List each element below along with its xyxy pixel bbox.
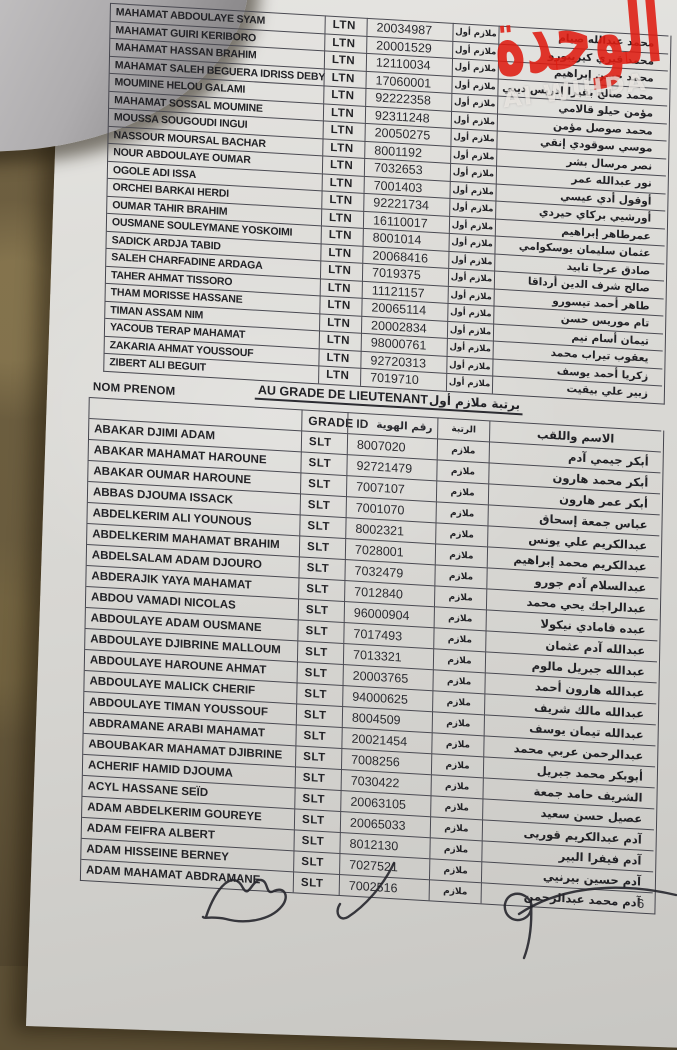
grade-cell: SLT [298, 577, 344, 601]
id-header-latin: ID [356, 416, 368, 431]
rank-arabic-cell: ملازم [433, 627, 485, 651]
rank-arabic-cell: ملازم [436, 501, 488, 525]
grade-cell: SLT [293, 871, 339, 895]
rank-arabic-cell: ملازم [429, 858, 481, 882]
section-title-arabic: برتبة ملازم أول [429, 392, 520, 411]
grade-cell: SLT [295, 745, 341, 769]
rank-arabic-cell: ملازم [433, 648, 485, 672]
page-number: 6 [637, 896, 644, 911]
grade-cell: SLT [300, 493, 346, 517]
lieutenant-table: MAHAMAT ABDOULAYE SYAM LTN 20034987 ملاز… [103, 3, 671, 404]
id-cell: 7002516 [339, 874, 429, 900]
rank-arabic-cell: ملازم [431, 753, 483, 777]
grade-cell: SLT [293, 829, 339, 853]
rank-header-cell: الرتبة [437, 417, 489, 441]
rank-arabic-cell: ملازم [435, 543, 487, 567]
grade-cell: SLT [301, 430, 347, 454]
grade-cell: SLT [299, 514, 345, 538]
rank-arabic-cell: ملازم [434, 585, 486, 609]
nom-prenom-header: NOM PRENOM [93, 381, 176, 398]
grade-cell: SLT [300, 472, 346, 496]
grade-cell: SLT [293, 850, 339, 874]
rank-arabic-cell: ملازم [430, 816, 482, 840]
grade-cell: SLT [295, 766, 341, 790]
grade-cell: SLT [297, 619, 343, 643]
rank-arabic-cell: ملازم [436, 459, 488, 483]
promotion-list-document: MAHAMAT ABDOULAYE SYAM LTN 20034987 ملاز… [80, 2, 674, 914]
rank-arabic-cell: ملازم [431, 732, 483, 756]
sous-lieutenant-table: GRADE ID رقم الهوية الرتبة الاسم واللقب … [80, 396, 664, 914]
rank-arabic-cell: ملازم [437, 438, 489, 462]
rank-arabic-cell: ملازم [435, 522, 487, 546]
grade-cell: SLT [298, 598, 344, 622]
grade-cell: SLT [296, 703, 342, 727]
rank-arabic-cell: ملازم [432, 669, 484, 693]
grade-cell: SLT [294, 787, 340, 811]
rank-arabic-cell: ملازم [434, 606, 486, 630]
rank-arabic-cell: ملازم أول [446, 373, 492, 393]
grade-cell: SLT [297, 640, 343, 664]
rank-arabic-cell: ملازم [431, 774, 483, 798]
grade-cell: SLT [298, 556, 344, 580]
grade-cell: SLT [295, 724, 341, 748]
rank-arabic-cell: ملازم [429, 837, 481, 861]
rank-arabic-cell: ملازم [432, 711, 484, 735]
grade-cell: LTN [318, 365, 360, 385]
rank-arabic-cell: ملازم [434, 564, 486, 588]
rank-arabic-cell: ملازم [436, 480, 488, 504]
rank-arabic-cell: ملازم [429, 879, 481, 903]
rank-arabic-cell: ملازم [430, 795, 482, 819]
rank-arabic-cell: ملازم [432, 690, 484, 714]
grade-header-cell: GRADE [301, 409, 347, 433]
id-header-arabic: رقم الهوية [376, 418, 432, 433]
grade-cell: SLT [299, 535, 345, 559]
grade-cell: SLT [300, 451, 346, 475]
grade-cell: SLT [294, 808, 340, 832]
grade-cell: SLT [296, 682, 342, 706]
grade-cell: SLT [297, 661, 343, 685]
